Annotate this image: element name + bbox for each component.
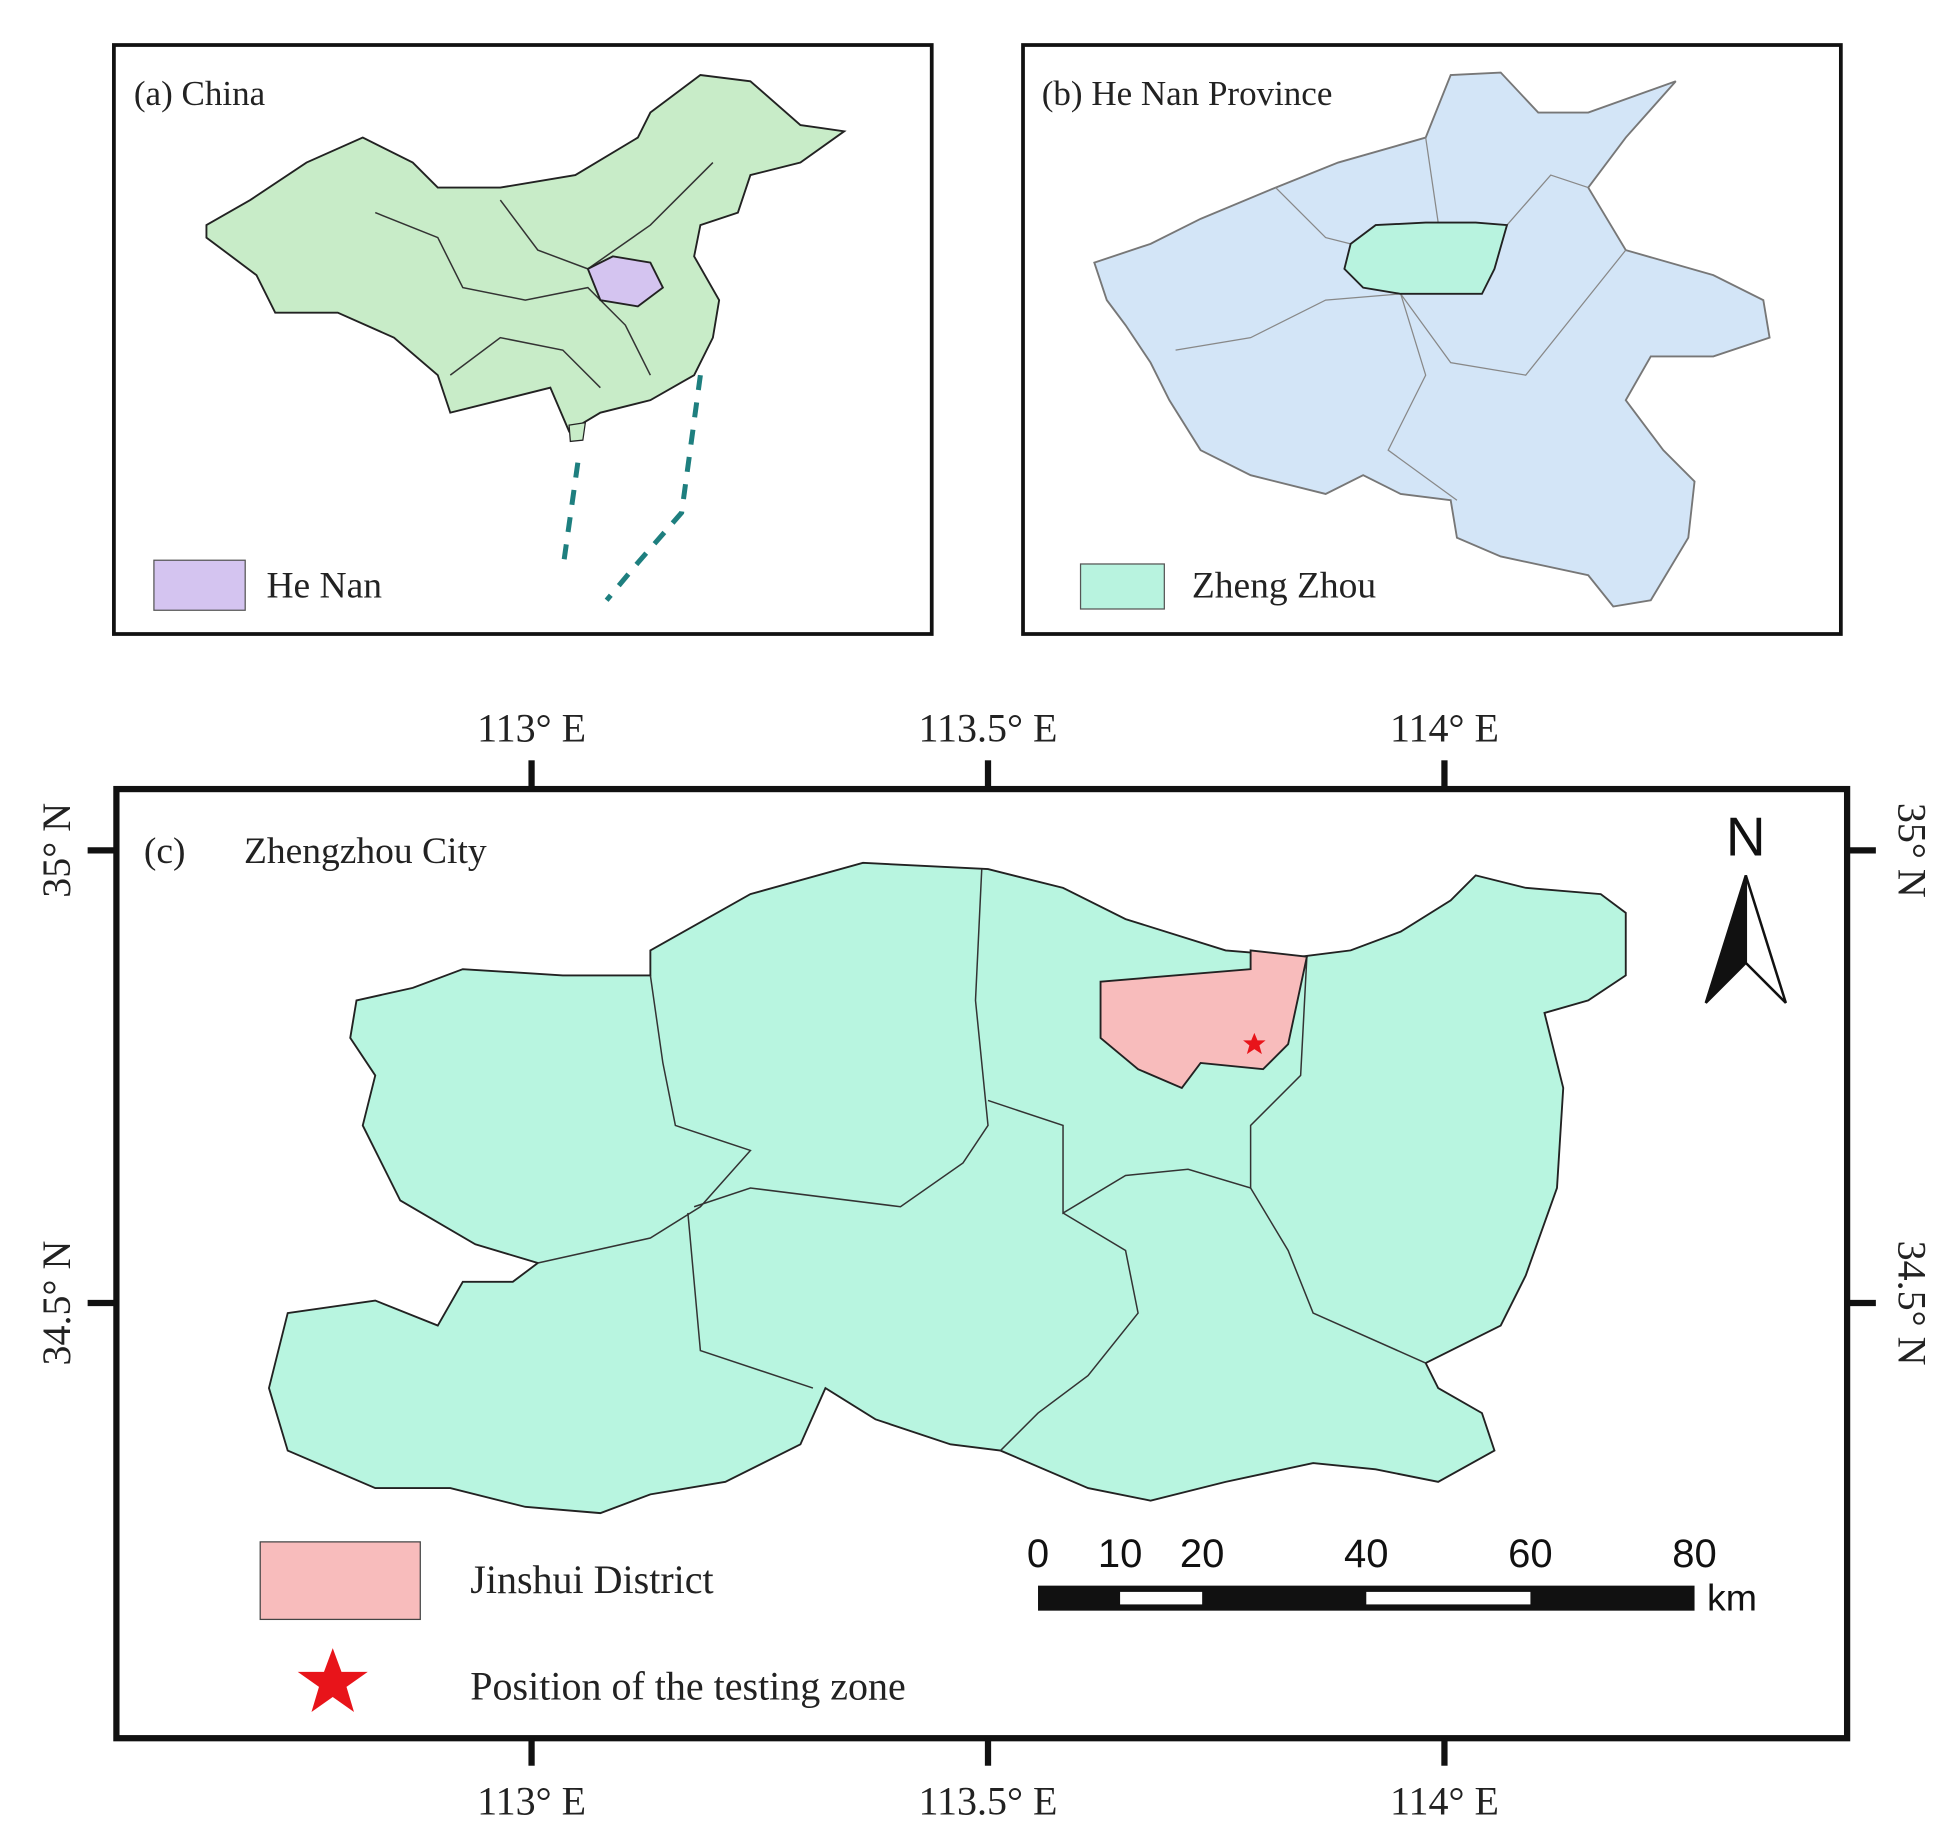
scale-tick-label: 20 (1180, 1532, 1225, 1576)
henan-map (1093, 71, 1771, 608)
district-borders (999, 1212, 1139, 1452)
scale-tick-label: 60 (1508, 1532, 1553, 1576)
longitude-label: 114° E (1390, 706, 1499, 751)
island (568, 421, 587, 443)
longitude-label: 113.5° E (919, 706, 1058, 751)
zhengzhou-highlight (1343, 221, 1509, 295)
panel-a: (a) China He Nan (112, 43, 934, 636)
scale-segment (1366, 1591, 1531, 1605)
henan-highlight (586, 255, 665, 308)
province-borders (374, 211, 652, 376)
legend-label: Position of the testing zone (470, 1663, 906, 1708)
sea-boundary (604, 374, 703, 602)
city-borders (1275, 187, 1351, 245)
zhengzhou-map (267, 861, 1627, 1515)
legend-star (297, 1648, 368, 1712)
panel-frame (112, 43, 934, 636)
longitude-label: 113° E (477, 1778, 586, 1823)
latitude-label: 35° N (1889, 803, 1934, 898)
latitude-label: 34.5° N (34, 1241, 79, 1366)
latitude-label: 35° N (34, 803, 79, 898)
china-map (205, 74, 847, 433)
panel-title: (a) China (134, 74, 266, 113)
legend-swatch (153, 559, 246, 611)
sea-boundary (560, 462, 581, 570)
legend-label: He Nan (266, 566, 382, 607)
longitude-label: 113° E (477, 706, 586, 751)
legend-label: Jinshui District (470, 1557, 713, 1602)
north-arrow (1744, 874, 1788, 1004)
panel-b: (b) He Nan Province Zheng Zhou (1021, 43, 1843, 636)
north-arrow (1704, 874, 1748, 1004)
jinshui-district (1099, 949, 1309, 1090)
district-borders (987, 956, 1308, 1215)
panel-c: (c) Zhengzhou City N Jinshui District Po… (113, 785, 1851, 1742)
panel-title: Zhengzhou City (244, 831, 487, 872)
longitude-label: 113.5° E (919, 1778, 1058, 1823)
city-borders (1387, 293, 1458, 501)
panel-frame (1021, 43, 1843, 636)
scale-segment (1120, 1591, 1203, 1605)
city-borders (1175, 249, 1627, 376)
district-borders (537, 975, 752, 1264)
latitude-label: 34.5° N (1889, 1241, 1934, 1366)
panel-title: (b) He Nan Province (1042, 74, 1333, 113)
scale-tick-label: 10 (1098, 1532, 1143, 1576)
province-borders (449, 336, 601, 389)
longitude-label: 114° E (1390, 1778, 1499, 1823)
scale-tick-label: 80 (1672, 1532, 1716, 1576)
legend-swatch (1079, 563, 1165, 610)
district-borders (687, 1212, 814, 1389)
panel-frame (113, 785, 1851, 1742)
scale-tick-label: 40 (1344, 1532, 1388, 1576)
testing-zone-star (1243, 1032, 1266, 1055)
district-borders (1249, 1187, 1426, 1364)
legend-label: Zheng Zhou (1192, 566, 1377, 607)
legend-swatch (259, 1541, 421, 1621)
panel-label: (c) (144, 831, 186, 872)
north-label: N (1726, 805, 1766, 867)
scale-tick-label: 0 (1027, 1532, 1049, 1576)
district-borders (693, 869, 989, 1208)
scale-unit: km (1707, 1577, 1757, 1619)
